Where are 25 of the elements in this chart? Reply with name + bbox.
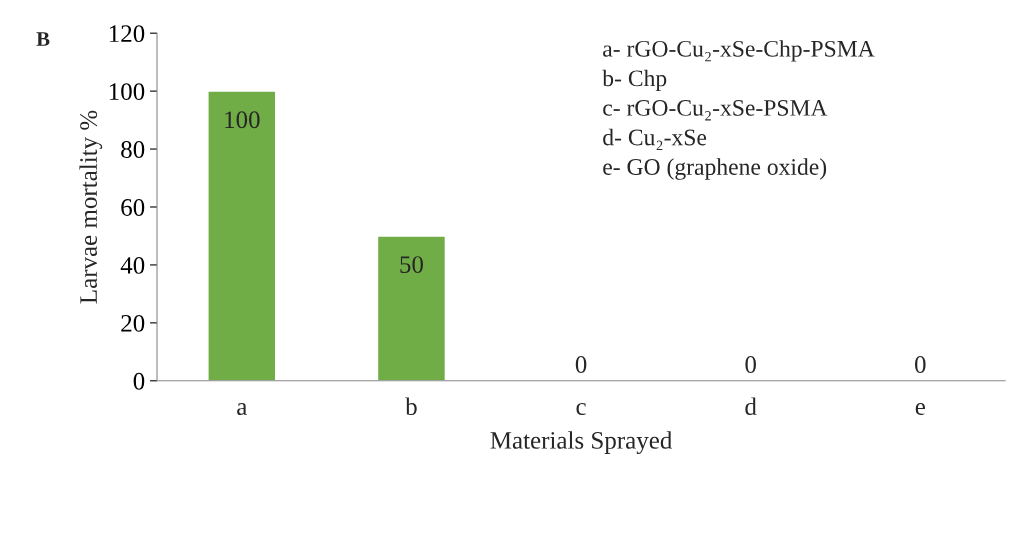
annotation: c- rGO-Cu₂-xSe-PSMA xyxy=(603,99,828,121)
y-tick-label: 80 xyxy=(121,141,145,158)
x-tick-label: e xyxy=(915,403,925,416)
data-label: 50 xyxy=(400,256,423,273)
text: B xyxy=(36,32,50,46)
data-label: 0 xyxy=(575,356,587,373)
x-tick-label: a xyxy=(237,403,248,416)
y-axis-title: Larvae mortality % xyxy=(79,110,103,304)
annotation: e- GO (graphene oxide) xyxy=(603,158,827,180)
y-tick-label: 60 xyxy=(121,199,145,216)
x-tick-label: b xyxy=(405,397,417,416)
y-tick-label: 40 xyxy=(120,256,145,274)
x-tick-label: d xyxy=(745,397,757,416)
y-tick-label: 20 xyxy=(121,314,145,332)
x-axis-title: Materials Sprayed xyxy=(490,431,673,454)
y-tick-label: 120 xyxy=(109,25,145,43)
annotation: d- Cu₂-xSe xyxy=(603,128,707,150)
data-label: 100 xyxy=(225,111,260,129)
data-label: 0 xyxy=(745,356,756,373)
y-tick-label: 100 xyxy=(109,83,145,101)
x-tick-label: c xyxy=(576,403,586,416)
annotation: a- rGO-Cu₂-xSe-Chp-PSMA xyxy=(603,40,875,62)
annotation: b- Chp xyxy=(602,69,667,92)
y-tick-label: 0 xyxy=(133,372,145,390)
data-label: 0 xyxy=(915,356,926,373)
